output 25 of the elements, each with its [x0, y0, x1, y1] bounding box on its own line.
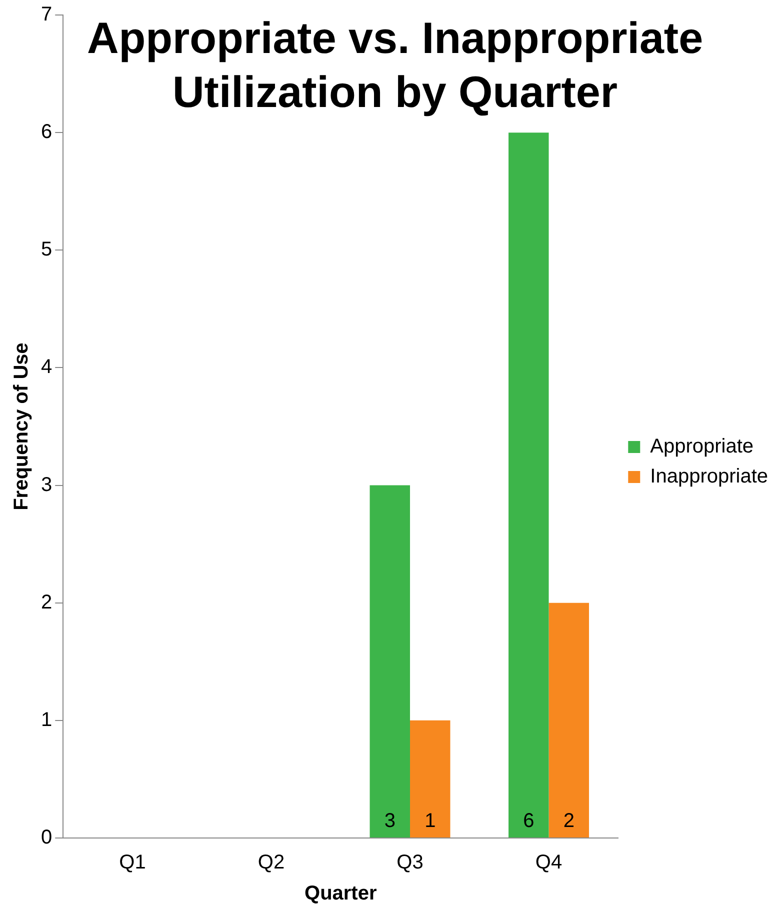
x-tick-label: Q3 — [396, 852, 424, 874]
bar — [410, 720, 450, 838]
y-tick-label: 5 — [41, 238, 52, 261]
legend-label: Appropriate — [650, 436, 754, 458]
data-label: 2 — [563, 810, 574, 832]
x-tick-label: Q2 — [258, 852, 285, 874]
data-label: 3 — [384, 810, 396, 832]
y-tick-label: 1 — [41, 708, 52, 731]
y-tick-label: 6 — [41, 121, 52, 144]
x-tick-label: Q4 — [535, 852, 562, 874]
x-tick-label: Q1 — [119, 852, 146, 874]
bar — [548, 602, 589, 838]
y-tick-label: 3 — [41, 474, 52, 496]
bar — [370, 485, 410, 838]
x-axis-title: Quarter — [304, 882, 377, 905]
y-tick-label: 0 — [41, 826, 52, 849]
data-label: 6 — [523, 810, 534, 832]
y-tick-label: 2 — [41, 591, 52, 614]
text: Appropriate vs. Inappropriate Utilization by Quarter — [86, 13, 704, 119]
y-tick-label: 4 — [41, 356, 52, 378]
y-axis-title: Frequency of Use — [10, 342, 33, 510]
legend-label: Inappropriate — [650, 466, 768, 488]
data-label: 1 — [424, 810, 436, 832]
y-tick-label: 7 — [41, 4, 52, 26]
bar — [508, 132, 549, 838]
